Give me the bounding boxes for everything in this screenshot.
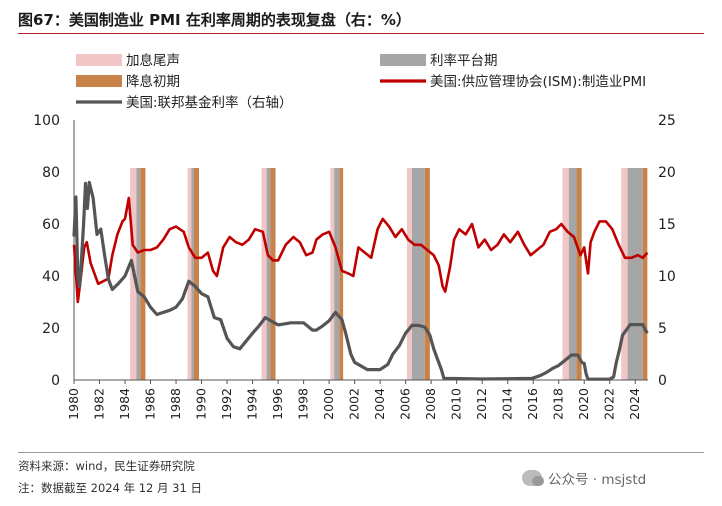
y-right-tick-3: 15 [658,217,676,233]
band-8 [270,168,276,380]
band-14 [424,168,430,380]
x-tick-label-0: 1980 [66,388,81,420]
x-tick-label-22: 2024 [627,388,642,420]
band-20 [642,168,648,380]
y-left-tick-1: 20 [42,321,60,337]
legend-label-2: 降息初期 [126,73,180,90]
x-tick-label-10: 2000 [321,388,336,420]
band-18 [621,168,628,380]
legend-swatch-0 [76,54,122,66]
source-note: 资料来源：wind，民生证券研究院 [18,459,195,473]
band-5 [193,168,200,380]
footer-divider [18,452,704,453]
x-tick-label-18: 2016 [525,388,540,420]
y-right-tick-0: 0 [658,373,667,389]
band-9 [330,168,335,380]
x-tick-label-6: 1992 [219,388,234,420]
x-tick-label-21: 2022 [602,388,617,420]
x-tick-label-4: 1988 [168,388,183,420]
title-divider [18,33,704,34]
band-2 [140,168,146,380]
watermark-text: 公众号 · msjstd [548,472,647,488]
x-tick-label-7: 1994 [245,388,260,420]
band-12 [406,168,413,380]
band-15 [562,168,569,380]
band-19 [627,168,643,380]
band-16 [568,168,577,380]
series-line-1 [72,180,649,381]
band-11 [339,168,344,380]
legend-label-0: 加息尾声 [126,52,180,69]
x-tick-label-19: 2018 [551,388,566,420]
y-left-tick-2: 40 [42,269,60,285]
series-line-0 [72,196,649,304]
series-lines [72,180,649,381]
y-right-tick-4: 20 [658,165,676,181]
x-tick-label-14: 2008 [423,388,438,420]
y-left-tick-0: 0 [51,373,60,389]
y-left-tick-3: 60 [42,217,60,233]
watermark: 公众号 · msjstd [522,468,646,488]
y-right-tick-5: 25 [658,113,676,129]
x-tick-label-13: 2006 [398,388,413,420]
band-10 [334,168,340,380]
x-tick-label-2: 1984 [117,388,132,420]
x-tick-label-5: 1990 [194,388,209,420]
chart-axes: 0 20 40 60 80 100 0 5 10 15 20 25 1980 1982 1984 1986 19… [33,113,676,420]
x-tick-label-15: 2010 [449,388,464,420]
wechat-icon [522,470,544,486]
x-tick-label-1: 1982 [92,388,107,420]
legend-label-3: 美国:供应管理协会(ISM):制造业PMI [430,73,646,90]
page-title: 图67：美国制造业 PMI 在利率周期的表现复盘（右：%） [18,11,411,29]
y-left-tick-4: 80 [42,165,60,181]
legend-swatch-1 [380,54,426,66]
y-right-tick-1: 5 [658,321,667,337]
x-tick-label-3: 1986 [143,388,158,420]
x-tick-label-11: 2002 [347,388,362,420]
x-tick-label-17: 2014 [500,388,515,420]
y-right-tick-2: 10 [658,269,676,285]
pmi-rate-chart: 0 20 40 60 80 100 0 5 10 15 20 25 1980 1982 1984 1986 19… [33,52,676,420]
x-tick-label-12: 2004 [372,388,387,420]
band-13 [412,168,425,380]
band-17 [576,168,582,380]
band-7 [266,168,271,380]
band-6 [261,168,267,380]
x-tick-label-20: 2020 [576,388,591,420]
x-tick-label-16: 2012 [474,388,489,420]
x-tick-label-9: 1998 [296,388,311,420]
band-4 [191,168,194,380]
legend-label-4: 美国:联邦基金利率（右轴） [126,94,293,111]
legend-swatch-2 [76,75,122,87]
band-3 [187,168,192,380]
rate-cycle-bands [130,168,648,380]
date-note: 注：数据截至 2024 年 12 月 31 日 [18,481,202,495]
legend-label-1: 利率平台期 [430,52,498,69]
x-tick-label-8: 1996 [270,388,285,420]
band-1 [136,168,141,380]
y-left-tick-5: 100 [33,113,60,129]
